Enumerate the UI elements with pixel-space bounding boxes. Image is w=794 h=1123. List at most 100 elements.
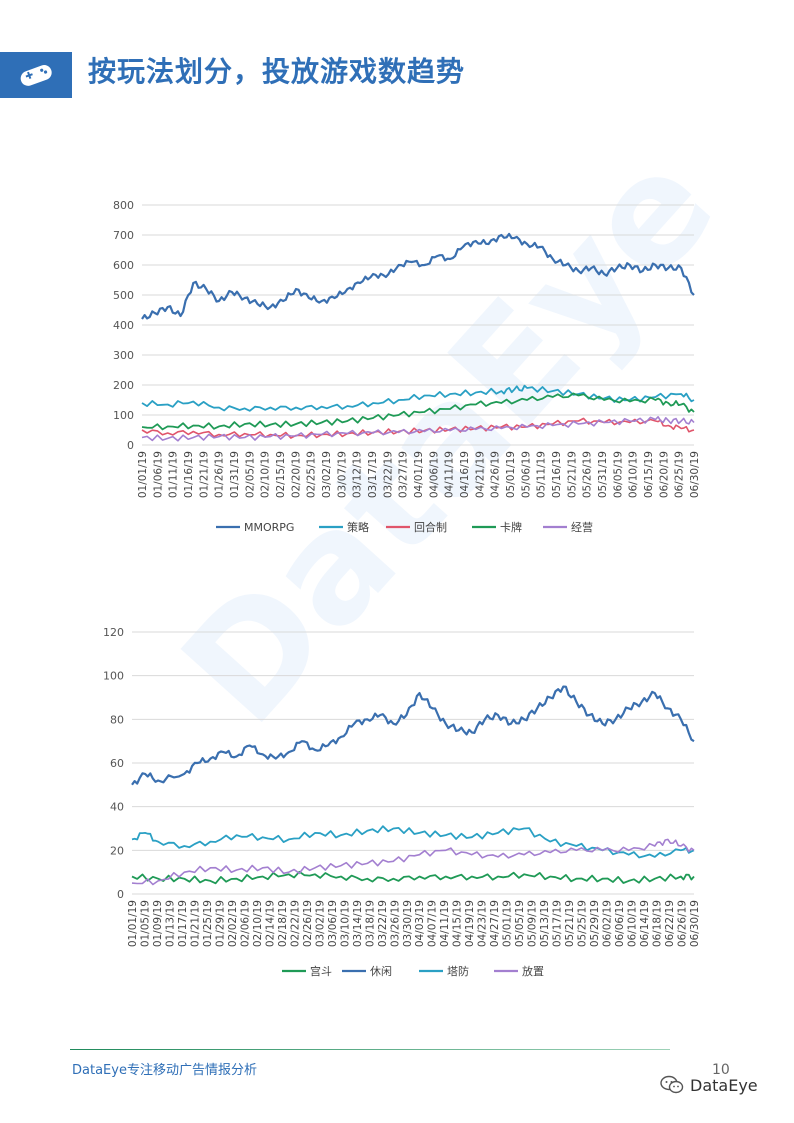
x-tick-label: 06/22/19 [664, 900, 676, 947]
x-tick-label: 02/14/19 [264, 900, 276, 947]
y-tick-label: 100 [113, 409, 134, 422]
x-tick-label: 03/30/19 [402, 900, 414, 947]
series-line-休闲 [131, 685, 695, 786]
y-tick-label: 20 [110, 844, 124, 857]
x-tick-label: 03/18/19 [364, 900, 376, 947]
y-tick-label: 60 [110, 757, 124, 770]
legend-label: 休闲 [370, 964, 392, 978]
x-tick-label: 01/21/19 [189, 900, 201, 947]
y-tick-label: 120 [103, 626, 124, 639]
legend-label: 回合制 [414, 520, 447, 534]
x-tick-label: 04/11/19 [444, 451, 456, 498]
x-tick-label: 02/02/19 [227, 900, 239, 947]
x-tick-label: 04/01/19 [413, 451, 425, 498]
x-tick-label: 01/21/19 [198, 451, 210, 498]
x-tick-label: 05/05/19 [514, 900, 526, 947]
x-tick-label: 01/01/19 [137, 451, 149, 498]
x-tick-label: 03/06/19 [327, 900, 339, 947]
x-tick-label: 02/05/19 [244, 451, 256, 498]
page-title: 按玩法划分，投放游戏数趋势 [88, 55, 466, 88]
x-tick-label: 02/10/19 [252, 900, 264, 947]
x-tick-label: 05/01/19 [505, 451, 517, 498]
x-tick-label: 01/17/19 [177, 900, 189, 947]
y-tick-label: 400 [113, 319, 134, 332]
x-tick-label: 03/22/19 [377, 900, 389, 947]
x-tick-label: 05/13/19 [539, 900, 551, 947]
x-tick-label: 03/27/19 [398, 451, 410, 498]
x-tick-label: 01/11/19 [168, 451, 180, 498]
x-tick-label: 03/17/19 [367, 451, 379, 498]
y-tick-label: 0 [117, 888, 124, 901]
x-tick-label: 01/09/19 [152, 900, 164, 947]
x-tick-label: 06/30/19 [689, 451, 701, 498]
y-tick-label: 80 [110, 713, 124, 726]
x-tick-label: 05/09/19 [527, 900, 539, 947]
x-tick-label: 04/23/19 [477, 900, 489, 947]
x-tick-label: 04/26/19 [490, 451, 502, 498]
x-tick-label: 06/26/19 [677, 900, 689, 947]
x-tick-label: 04/16/19 [459, 451, 471, 498]
x-tick-label: 05/11/19 [536, 451, 548, 498]
legend-label: 经营 [571, 520, 593, 534]
x-tick-label: 01/05/19 [139, 900, 151, 947]
x-tick-label: 03/10/19 [339, 900, 351, 947]
chart-1-svg: 0 100 200 300 400 500 600 700 800 01/01/19 01/06/1… [113, 199, 701, 534]
series-line-塔防 [131, 825, 695, 859]
x-tick-label: 06/14/19 [639, 900, 651, 947]
legend-label: 放置 [522, 964, 544, 978]
x-tick-label: 03/02/19 [314, 900, 326, 947]
x-tick-label: 04/03/19 [414, 900, 426, 947]
x-tick-label: 01/25/19 [202, 900, 214, 947]
x-tick-label: 01/29/19 [214, 900, 226, 947]
footer-divider [70, 1049, 670, 1050]
x-tick-label: 01/16/19 [183, 451, 195, 498]
legend-label: 宫斗 [310, 964, 332, 978]
x-tick-label: 02/22/19 [289, 900, 301, 947]
x-tick-label: 05/31/19 [597, 451, 609, 498]
x-tick-label: 05/29/19 [589, 900, 601, 947]
y-tick-label: 40 [110, 801, 124, 814]
x-tick-label: 03/02/19 [321, 451, 333, 498]
x-tick-label: 05/16/19 [551, 451, 563, 498]
wechat-label: DataEye [690, 1075, 758, 1095]
x-tick-label: 02/18/19 [277, 900, 289, 947]
x-tick-label: 03/07/19 [336, 451, 348, 498]
footer-text: DataEye专注移动广告情报分析 [72, 1063, 257, 1078]
wechat-icon [660, 1075, 684, 1094]
y-tick-label: 500 [113, 289, 134, 302]
x-tick-label: 06/30/19 [689, 900, 701, 947]
x-tick-label: 03/12/19 [352, 451, 364, 498]
x-tick-label: 06/02/19 [602, 900, 614, 947]
series-line-MMORPG [141, 232, 695, 320]
x-tick-label: 04/27/19 [489, 900, 501, 947]
chart-2: 0 20 40 60 80 100 120 01/01/19 01/05/19 01/09/19 0… [96, 622, 716, 982]
header-badge [0, 52, 72, 98]
x-tick-label: 06/06/19 [614, 900, 626, 947]
chart-1: 0 100 200 300 400 500 600 700 800 01/01/19 01/06/1… [96, 195, 716, 545]
x-tick-label: 01/13/19 [164, 900, 176, 947]
x-tick-label: 04/15/19 [452, 900, 464, 947]
x-tick-label: 04/21/19 [474, 451, 486, 498]
series-line-策略 [141, 384, 695, 412]
x-tick-label: 06/20/19 [658, 451, 670, 498]
wechat-badge: DataEye [660, 1074, 758, 1096]
x-tick-label: 05/21/19 [564, 900, 576, 947]
y-tick-label: 100 [103, 670, 124, 683]
x-tick-label: 05/26/19 [582, 451, 594, 498]
legend-label: 卡牌 [500, 520, 522, 534]
x-tick-label: 05/01/19 [502, 900, 514, 947]
series-line-经营 [141, 416, 695, 442]
legend-label: 策略 [347, 520, 369, 534]
x-tick-label: 03/26/19 [389, 900, 401, 947]
x-tick-label: 05/25/19 [577, 900, 589, 947]
legend-label: 塔防 [447, 964, 469, 978]
gamepad-icon [20, 65, 52, 86]
y-tick-label: 0 [127, 439, 134, 452]
x-tick-label: 02/06/19 [239, 900, 251, 947]
x-tick-label: 06/10/19 [627, 900, 639, 947]
y-tick-label: 700 [113, 229, 134, 242]
page-number: 10 [712, 1062, 730, 1078]
x-tick-label: 02/20/19 [290, 451, 302, 498]
x-tick-label: 06/18/19 [652, 900, 664, 947]
x-tick-label: 06/05/19 [612, 451, 624, 498]
